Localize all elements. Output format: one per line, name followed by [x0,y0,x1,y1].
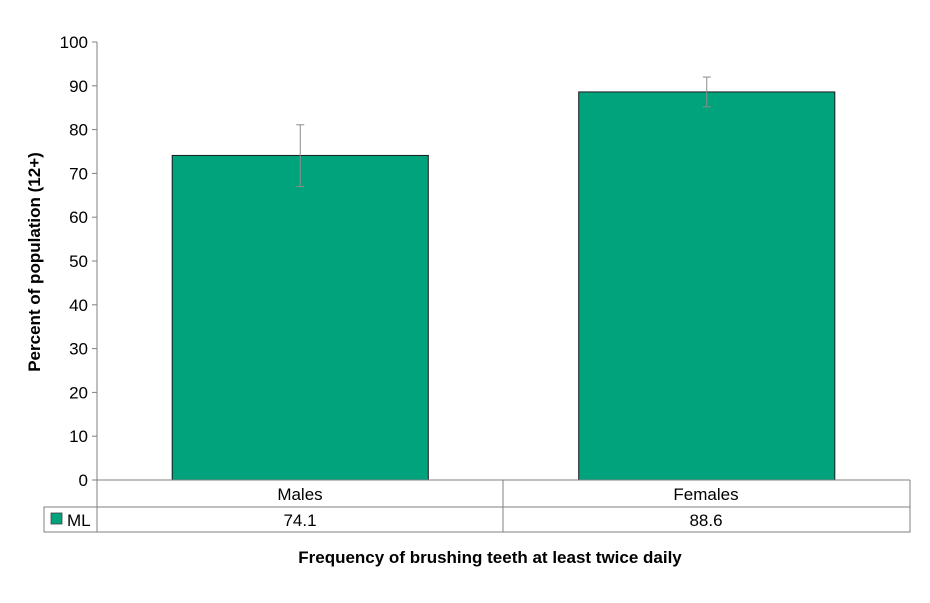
table-value-males: 74.1 [283,511,316,530]
y-tick-label: 60 [69,208,88,227]
y-tick-label: 50 [69,252,88,271]
x-axis-title: Frequency of brushing teeth at least twi… [298,548,682,567]
table-value-females: 88.6 [689,511,722,530]
y-tick-label: 100 [60,33,88,52]
y-tick-label: 80 [69,121,88,140]
table-category-females: Females [673,485,738,504]
bar-males [171,154,429,481]
y-tick-label: 30 [69,340,88,359]
table-outline [43,506,911,533]
y-axis-title: Percent of population (12+) [25,152,44,372]
bars-group [171,76,836,481]
legend-key-swatch [50,512,63,525]
y-tick-label: 40 [69,296,88,315]
legend-series-name: ML [67,511,91,530]
data-table: Males Females ML 74.1 88.6 [43,479,911,533]
y-tick-label: 10 [69,427,88,446]
y-tick-label: 20 [69,383,88,402]
y-tick-label: 0 [79,471,88,490]
y-tick-label: 90 [69,77,88,96]
table-category-males: Males [277,485,322,504]
y-tick-label: 70 [69,164,88,183]
y-axis-ticks: 0 10 20 30 40 50 60 70 80 90 100 [60,33,97,490]
bar-females [578,91,836,481]
